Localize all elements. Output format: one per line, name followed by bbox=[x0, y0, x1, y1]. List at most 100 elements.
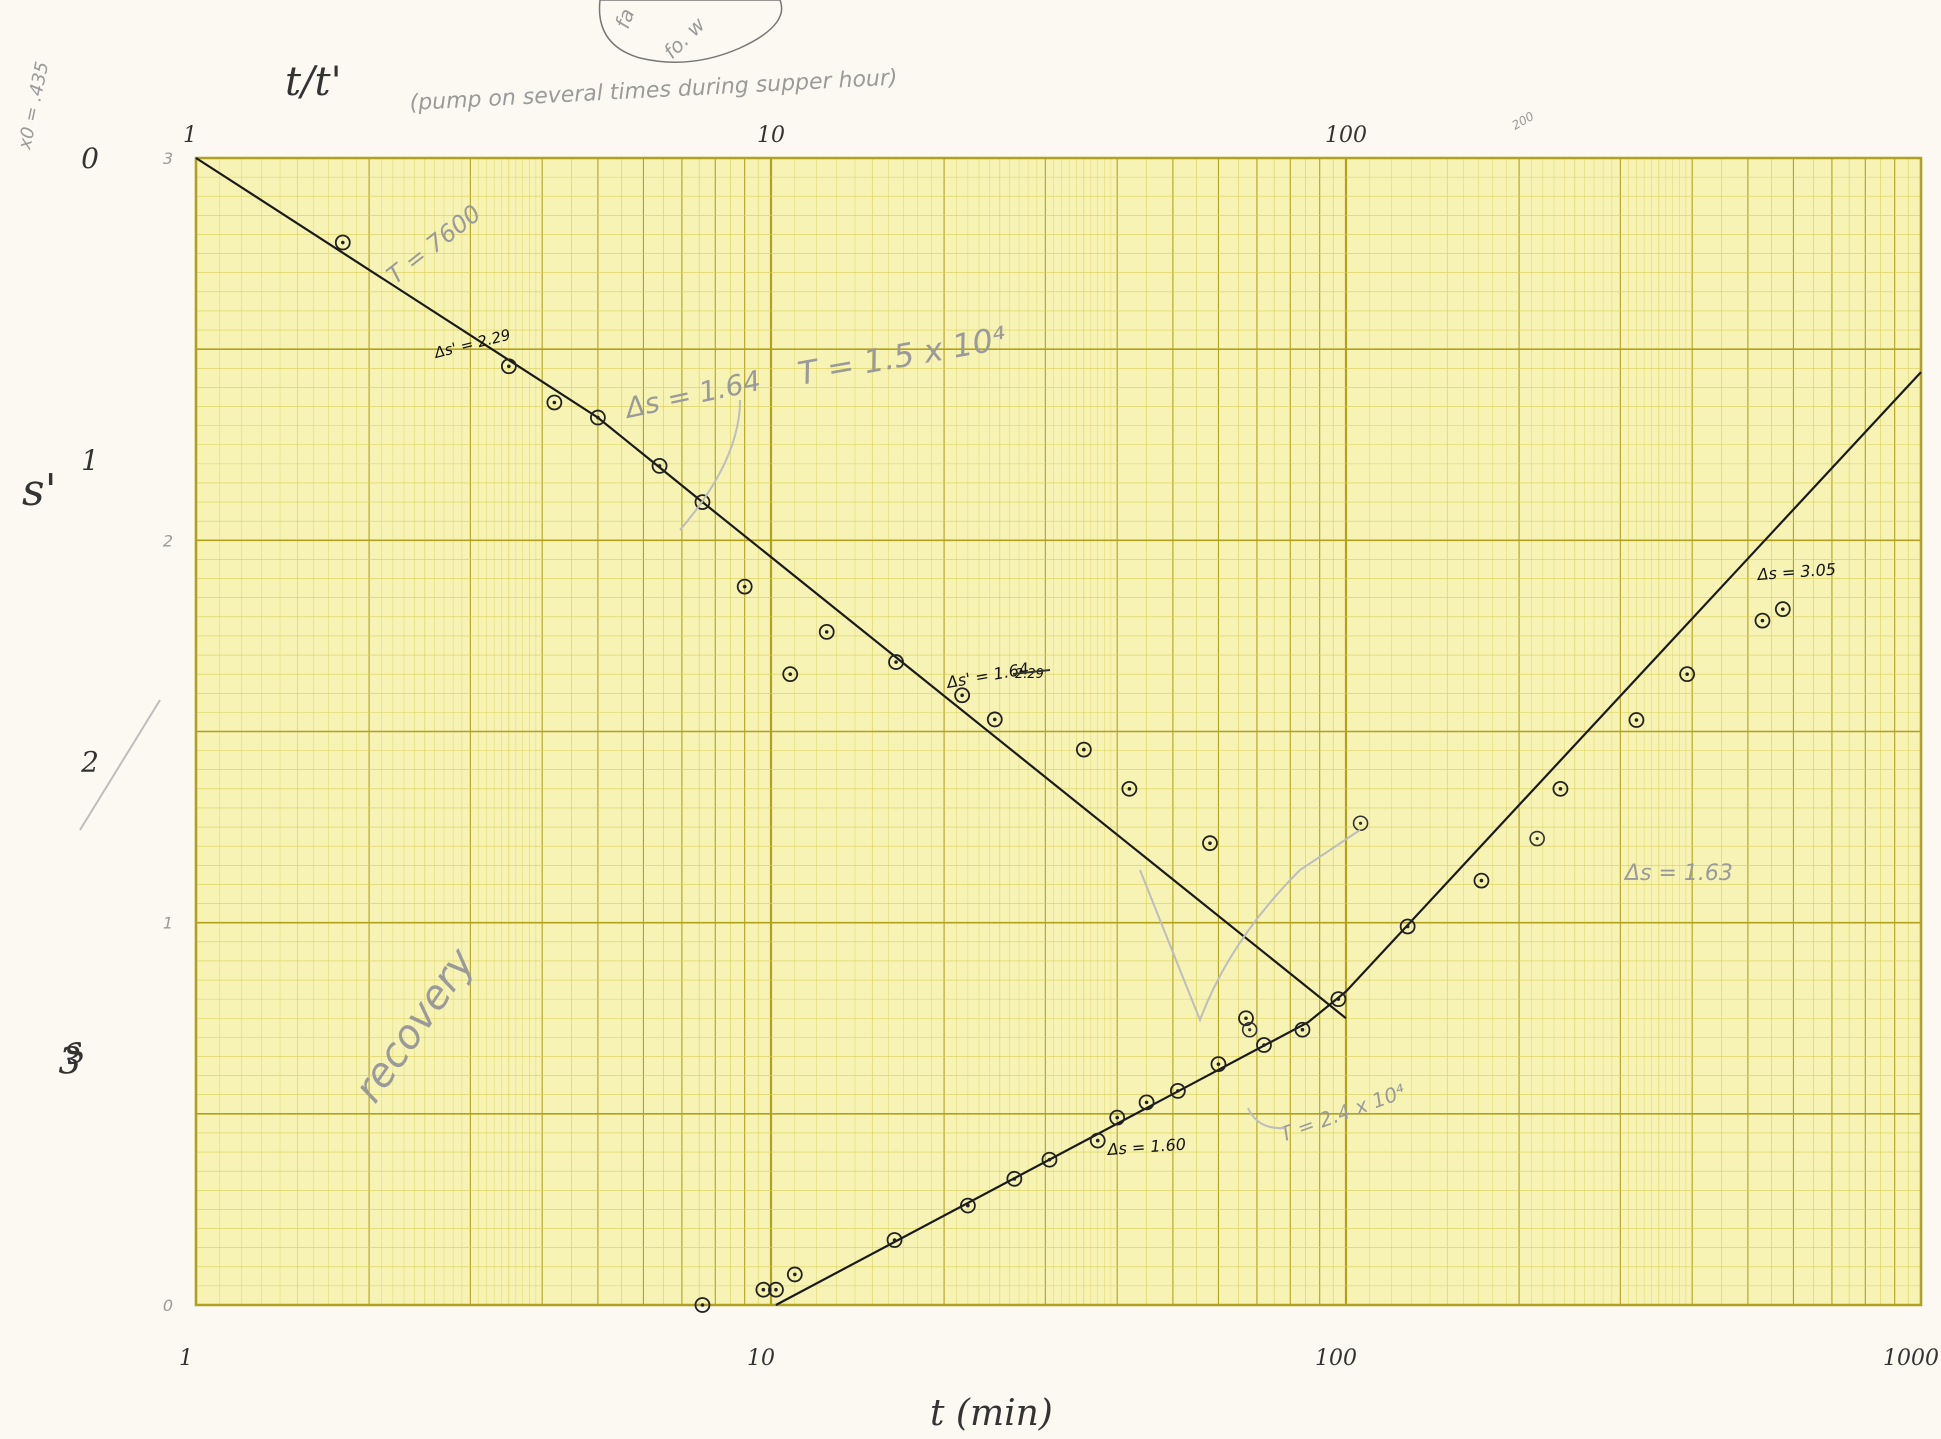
data-point-right bbox=[1210, 1056, 1227, 1073]
data-point-right bbox=[1399, 918, 1416, 935]
data-point-right bbox=[1109, 1109, 1126, 1126]
data-point-left bbox=[782, 666, 799, 683]
data-point-right bbox=[1169, 1082, 1186, 1099]
y-tick-label-right: 3 bbox=[163, 149, 173, 168]
x-tick-label-bottom: 100 bbox=[1315, 1346, 1357, 1371]
data-point-left bbox=[736, 578, 753, 595]
data-point-right bbox=[1774, 601, 1791, 618]
x-axis-label: t (min) bbox=[930, 1393, 1053, 1434]
data-point-left bbox=[888, 654, 904, 670]
data-point-dot bbox=[1082, 747, 1086, 752]
data-point-left bbox=[651, 457, 668, 474]
data-point-dot bbox=[1144, 1100, 1149, 1105]
x-tick-label-bottom: 1 bbox=[179, 1346, 193, 1371]
data-point-dot bbox=[700, 1303, 705, 1307]
data-point-dot bbox=[1095, 1138, 1100, 1143]
stray-point bbox=[1241, 1021, 1258, 1038]
data-point-left bbox=[546, 394, 563, 411]
data-point-right bbox=[768, 1281, 784, 1298]
data-point-dot bbox=[788, 672, 793, 676]
y-tick-label-right: 1 bbox=[163, 914, 173, 933]
data-point-left bbox=[986, 711, 1003, 728]
data-point-dot bbox=[1685, 672, 1689, 676]
data-point-right bbox=[1679, 666, 1696, 683]
grid-frame bbox=[194, 156, 1923, 1307]
data-point-dot bbox=[824, 630, 829, 634]
data-point-dot bbox=[1216, 1062, 1221, 1066]
y-tick-label-left: 2 bbox=[80, 746, 99, 779]
data-point-right bbox=[1473, 872, 1490, 889]
data-point-right bbox=[1041, 1151, 1058, 1168]
data-point-right bbox=[1256, 1037, 1272, 1053]
data-point-right bbox=[1138, 1094, 1155, 1111]
x-tick-label-top: 1 bbox=[183, 123, 197, 148]
data-point-right bbox=[1330, 991, 1347, 1008]
data-point-dot bbox=[507, 364, 511, 369]
data-point-dot bbox=[1479, 878, 1484, 883]
struck-annotation: 2.29 bbox=[1012, 667, 1051, 682]
data-point-dot bbox=[892, 1238, 897, 1242]
data-point-left bbox=[1075, 741, 1092, 758]
data-point-left bbox=[818, 623, 835, 640]
data-point-right bbox=[1294, 1021, 1311, 1038]
y-tick-label-left: 3 bbox=[59, 1042, 82, 1083]
fit-line-right bbox=[775, 371, 1922, 1306]
data-point-dot bbox=[1405, 924, 1410, 929]
data-point-left bbox=[694, 494, 711, 511]
data-point-dot bbox=[761, 1287, 766, 1292]
data-point-dot bbox=[1634, 718, 1639, 722]
data-point-dot bbox=[1047, 1157, 1052, 1162]
data-point-dot bbox=[1558, 787, 1563, 791]
data-point-dot bbox=[1012, 1177, 1017, 1181]
data-point-left bbox=[1202, 835, 1218, 852]
data-point-right bbox=[1628, 712, 1645, 728]
data-point-left bbox=[1238, 1010, 1254, 1027]
data-point-dot bbox=[774, 1287, 778, 1292]
x-tick-label-bottom: 10 bbox=[747, 1346, 775, 1371]
left-axis-label: s' bbox=[22, 465, 57, 516]
data-point-dot bbox=[1336, 997, 1341, 1001]
data-point-dot bbox=[960, 693, 964, 698]
data-point-dot bbox=[1176, 1089, 1180, 1093]
data-point-dot bbox=[552, 400, 557, 405]
x-tick-label-top: 10 bbox=[757, 123, 785, 148]
data-point-dot bbox=[1760, 618, 1765, 623]
data-points bbox=[334, 234, 1791, 1313]
stray-point-dot bbox=[1358, 821, 1363, 825]
x-tick-label-bottom: 1000 bbox=[1883, 1346, 1939, 1371]
data-point-dot bbox=[596, 415, 600, 420]
y-tick-label-right: 0 bbox=[163, 1296, 173, 1315]
y-tick-label-left: 0 bbox=[81, 142, 99, 175]
y-tick-label-left: 1 bbox=[81, 444, 99, 477]
data-point-dot bbox=[966, 1203, 970, 1208]
stray-point bbox=[1529, 830, 1545, 847]
data-point-right bbox=[1754, 612, 1771, 629]
data-point-dot bbox=[742, 584, 747, 589]
pencil-sketches bbox=[79, 399, 1361, 1130]
data-point-right bbox=[886, 1232, 903, 1248]
data-point-right bbox=[959, 1197, 976, 1214]
struck-value: 2.29 bbox=[1015, 667, 1044, 682]
data-point-left bbox=[1121, 780, 1138, 797]
data-point-dot bbox=[1300, 1027, 1305, 1032]
data-point-left bbox=[590, 409, 606, 426]
data-point-left bbox=[500, 358, 517, 375]
data-point-dot bbox=[657, 464, 662, 468]
data-point-right bbox=[755, 1281, 772, 1298]
stray-point bbox=[1352, 815, 1369, 832]
data-point-left bbox=[954, 687, 971, 704]
data-point-dot bbox=[1244, 1016, 1248, 1021]
data-point-dot bbox=[340, 240, 345, 245]
data-point-right bbox=[1552, 780, 1569, 797]
data-point-dot bbox=[1781, 607, 1785, 611]
fit-lines bbox=[195, 157, 1922, 1306]
data-point-dot bbox=[1208, 841, 1212, 845]
data-point-right bbox=[1006, 1170, 1023, 1187]
stray-point-dot bbox=[1248, 1028, 1252, 1032]
fit-line-left bbox=[195, 157, 1347, 1020]
data-point-dot bbox=[1127, 787, 1132, 791]
pencil-note-ds-late: Δs = 1.63 bbox=[1623, 861, 1733, 886]
stray-point-dot bbox=[1535, 836, 1539, 841]
